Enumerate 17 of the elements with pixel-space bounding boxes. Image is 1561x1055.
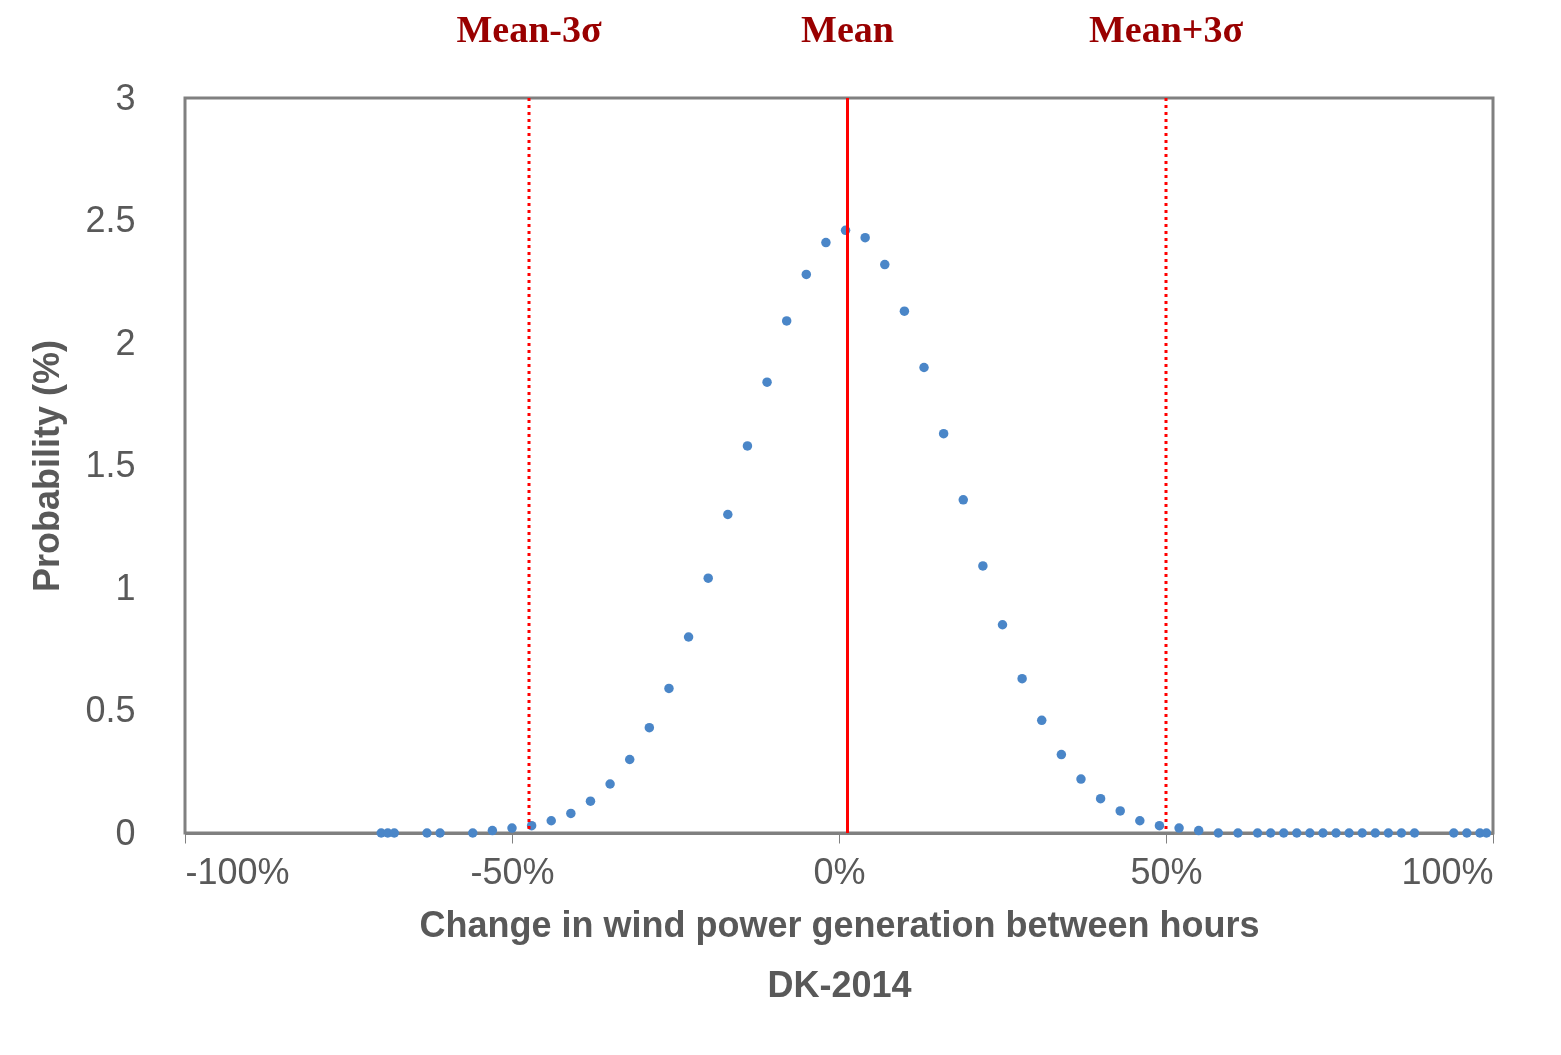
y-axis-title: Probability (%)	[26, 339, 68, 593]
y-tick-label: 1	[115, 566, 136, 608]
x-tick-label: 50%	[1130, 850, 1203, 892]
y-tick-label: 2.5	[85, 199, 136, 240]
x-tick-label: -50%	[470, 850, 555, 892]
ref-line-label: Mean+3σ	[1088, 8, 1244, 50]
x-tick-label: 0%	[813, 850, 866, 892]
y-tick-label: 2	[115, 321, 136, 363]
y-tick-label: 0	[115, 811, 136, 853]
x-tick-label: 100%	[1401, 850, 1494, 892]
x-axis-title: Change in wind power generation between hours DK-2014	[419, 903, 1260, 1005]
y-tick-label: 3	[115, 76, 136, 118]
ref-line-label: Mean	[801, 8, 894, 50]
y-tick-label: 0.5	[85, 689, 136, 730]
ref-line-label: Mean-3σ	[456, 8, 602, 50]
y-tick-label: 1.5	[85, 444, 136, 485]
x-tick-label: -100%	[185, 850, 290, 892]
